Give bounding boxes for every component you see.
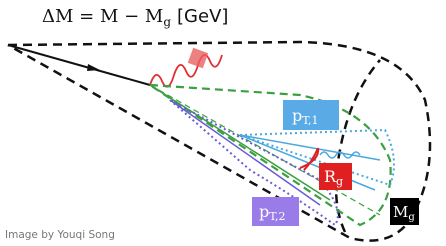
mg-sub: g	[408, 212, 415, 223]
title-sub: g	[163, 15, 171, 29]
pt1-sub: T,1	[302, 114, 318, 127]
arrow	[87, 64, 100, 71]
cone-rim	[336, 60, 380, 232]
title-unit: [GeV]	[177, 6, 228, 27]
outer-cone	[8, 42, 430, 241]
title-lead: ΔM = M − M	[42, 6, 163, 27]
credit: Image by Youqi Song	[5, 229, 115, 241]
gluon-blob	[188, 48, 209, 69]
parton-line	[8, 45, 150, 85]
gluon	[150, 55, 222, 87]
mg-main: M	[393, 203, 408, 221]
title: ΔM = M − Mg [GeV]	[42, 6, 228, 29]
page: {"title": {"lead": "ΔM = M − M", "sub": …	[0, 0, 446, 246]
pt1-main: p	[292, 106, 302, 125]
rg-main: R	[324, 167, 337, 186]
jet-diagram: ΔM = M − Mg[GeV] pT,1 Rg pT,2 Mg Image b…	[0, 0, 446, 246]
pt2-main: p	[259, 202, 269, 221]
rg-sub: g	[336, 175, 343, 188]
pt2-sub: T,2	[269, 210, 285, 223]
